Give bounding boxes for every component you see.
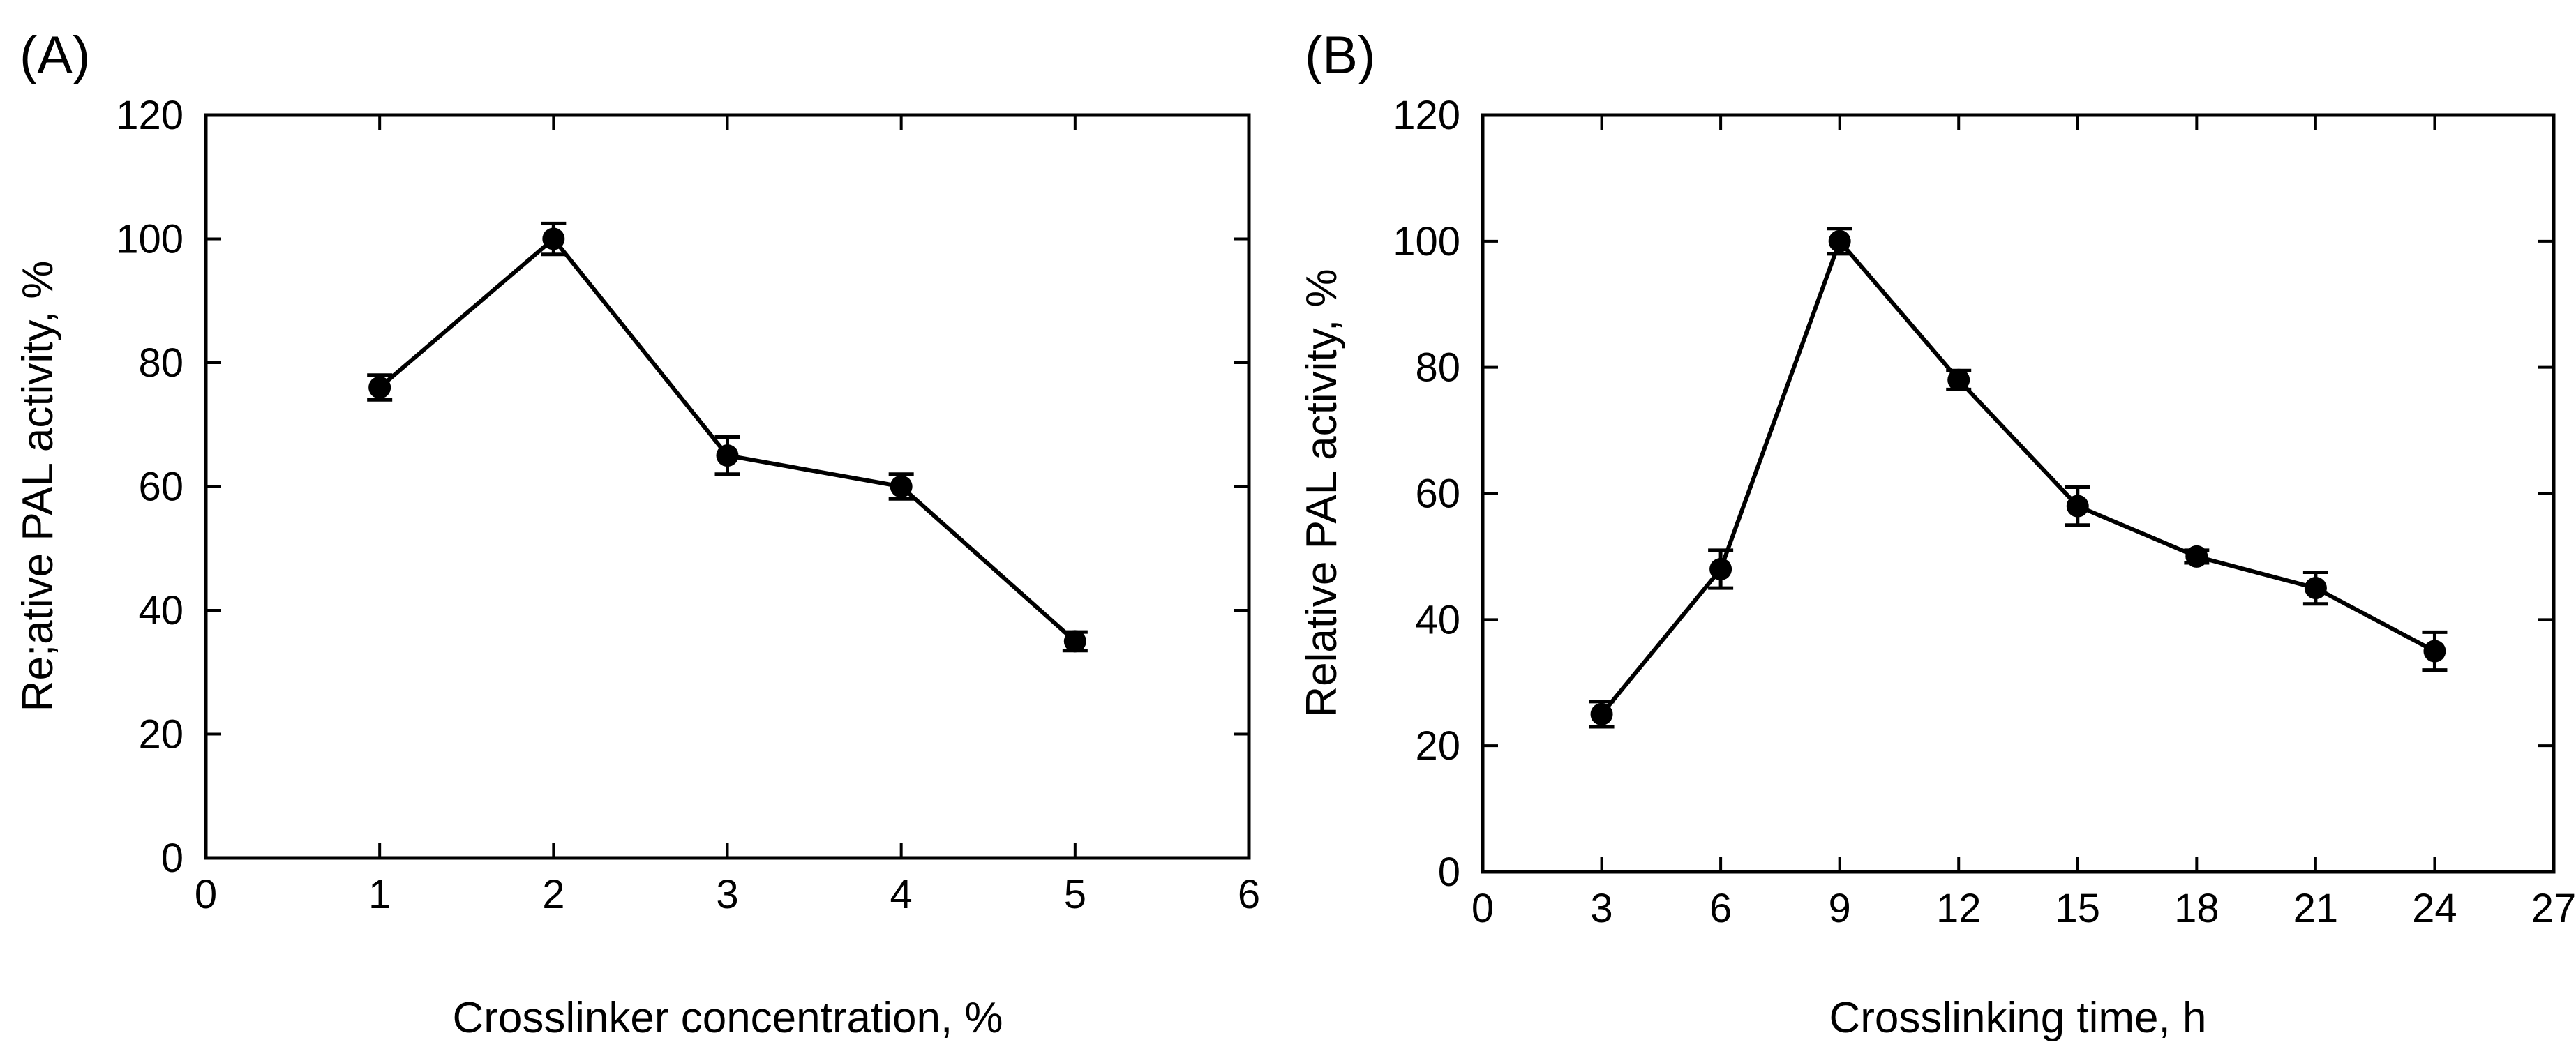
panel-a-x-tick-label: 3 [716,872,738,917]
panel-a-y-axis-title: Re;ative PAL activity, % [14,261,62,712]
panel-a-y-tick-label: 80 [138,340,184,386]
panel-a-data-point [368,376,391,399]
panel-b-plot-frame [1481,113,2556,874]
panel-b-data-point [2066,495,2089,518]
panel-b: (B) Crosslinking time, h Relative PAL ac… [1298,26,2576,1042]
panel-b-series [1589,227,2448,729]
panel-b-data-point [1590,702,1613,725]
panel-a-data-point [542,227,565,250]
panel-b-x-tick-label: 15 [2055,886,2101,931]
panel-a-x-axis-title: Crosslinker concentration, % [452,994,1003,1042]
panel-a-data-point [1063,630,1086,653]
panel-a-data-point [890,475,913,498]
panel-a-x-tick-label: 2 [542,872,564,917]
panel-a-x-tick-label: 1 [368,872,391,917]
panel-b-y-tick-label: 80 [1415,345,1460,391]
panel-b-data-point [1947,368,1970,391]
panel-b-x-tick-label: 21 [2293,886,2339,931]
panel-b-data-point [2423,640,2446,663]
panel-b-y-axis-title: Relative PAL activity, % [1298,269,1346,717]
panel-b-data-point [2185,545,2208,568]
panel-b-x-tick-label: 0 [1472,886,1494,931]
panel-b-data-point [1828,229,1851,252]
panel-b-y-tick-label: 120 [1393,93,1460,138]
panel-a-y-tick-label: 100 [116,217,184,262]
panel-b-x-tick-label: 6 [1709,886,1732,931]
panel-b-y-tick-label: 100 [1393,219,1460,264]
panel-a: (A) Crosslinker concentration, % Re;ativ… [14,26,1260,1042]
panel-a-x-tick-label: 0 [195,872,217,917]
panel-a-plot-frame [204,113,1251,860]
panel-a-y-tick-label: 60 [138,465,184,510]
panel-a-y-tick-label: 120 [116,93,184,138]
panel-b-x-tick-label: 12 [1936,886,1982,931]
panel-b-data-point [2304,577,2327,600]
panel-a-x-tick-label: 5 [1064,872,1086,917]
panel-b-x-axis-title: Crosslinking time, h [1829,994,2207,1042]
panel-a-x-tick-label: 4 [890,872,913,917]
panel-a-y-tick-label: 20 [138,712,184,757]
panel-b-y-tick-label: 0 [1438,850,1460,895]
panel-a-y-tick-label: 0 [161,836,184,881]
panel-b-x-tick-label: 9 [1829,886,1851,931]
panel-b-x-tick-label: 18 [2174,886,2219,931]
panel-b-data-point [1709,558,1732,580]
panel-a-label: (A) [20,26,90,85]
panel-a-x-tick-label: 6 [1238,872,1260,917]
panel-b-y-tick-label: 40 [1415,597,1460,642]
panel-b-x-tick-label: 24 [2412,886,2457,931]
panel-b-x-tick-label: 3 [1590,886,1612,931]
panel-b-x-tick-label: 27 [2531,886,2576,931]
panel-a-data-point [716,444,739,467]
panel-b-ticks: 0 3 6 9 12 15 18 21 24 27 0 20 40 60 80 100 120 [1393,93,2576,931]
panel-a-y-tick-label: 40 [138,588,184,633]
panel-b-series-line [1600,236,2436,716]
panel-b-y-tick-label: 20 [1415,723,1460,769]
panel-b-label: (B) [1305,26,1375,85]
panel-b-y-tick-label: 60 [1415,472,1460,517]
panel-a-series [367,221,1088,653]
